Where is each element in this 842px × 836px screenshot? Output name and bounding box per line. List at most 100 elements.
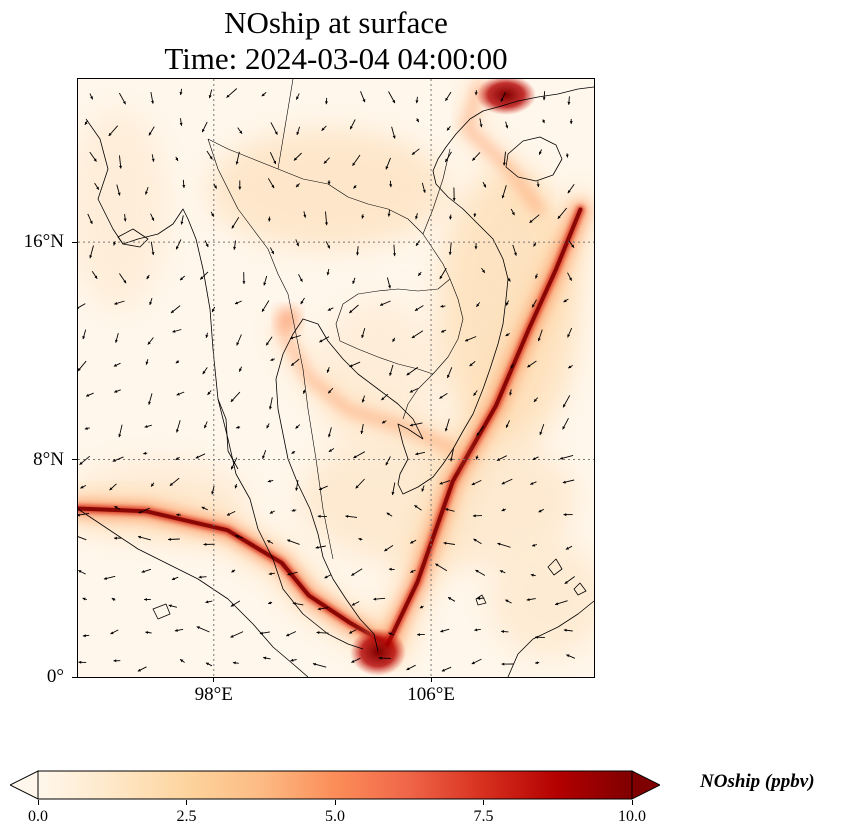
wind-arrow-336 (471, 658, 482, 665)
wind-arrow-64 (482, 181, 487, 188)
wind-arrow-115 (481, 267, 486, 274)
wind-arrow-300 (419, 605, 424, 609)
lon-tick-1 (430, 677, 432, 682)
wind-arrow-317 (417, 633, 425, 637)
wind-arrow-123 (211, 306, 216, 313)
wind-arrow-112 (386, 277, 391, 289)
wind-arrow-304 (526, 598, 536, 602)
wind-arrow-23 (270, 122, 278, 135)
wind-arrow-48 (502, 151, 506, 166)
wind-arrow-74 (267, 216, 271, 222)
wind-arrow-14 (500, 91, 506, 102)
wind-arrow-59 (327, 180, 331, 185)
wind-arrow-325 (137, 666, 147, 672)
wind-arrow-120 (114, 300, 125, 305)
wind-arrow-95 (393, 244, 396, 257)
wind-arrow-227 (267, 479, 274, 483)
wind-arrow-91 (269, 247, 275, 255)
wind-arrow-275 (171, 576, 179, 581)
wind-arrow-302 (477, 596, 485, 600)
wind-arrow-104 (146, 274, 150, 280)
colorbar-extend-high (631, 770, 660, 800)
wind-arrow-239 (114, 505, 121, 510)
wind-arrow-310 (196, 626, 210, 633)
wind-arrow-214 (385, 456, 391, 466)
wind-arrow-103 (119, 273, 127, 284)
wind-arrow-320 (501, 630, 509, 634)
wind-arrow-259 (203, 542, 215, 546)
colorbar-tick-1 (186, 800, 187, 805)
wind-arrow-303 (505, 599, 512, 604)
wind-arrow-192 (236, 425, 241, 429)
colorbar (10, 770, 660, 800)
wind-arrow-199 (444, 418, 450, 432)
wind-arrow-146 (392, 337, 396, 343)
wind-arrow-87 (150, 241, 155, 256)
wind-arrow-60 (353, 185, 357, 189)
wind-arrow-210 (262, 450, 267, 459)
wind-arrow-121 (149, 297, 153, 306)
wind-arrow-202 (539, 423, 545, 436)
wind-arrow-198 (409, 422, 423, 427)
wind-arrow-293 (205, 600, 213, 604)
wind-arrow-105 (179, 275, 185, 281)
wind-arrow-330 (290, 658, 297, 662)
wind-arrow-116 (507, 277, 511, 282)
wind-arrow-21 (201, 121, 208, 133)
wind-arrow-316 (388, 632, 395, 636)
wind-arrow-265 (384, 545, 394, 552)
wind-arrow-188 (118, 424, 123, 438)
wind-arrow-189 (144, 424, 152, 428)
wind-arrow-139 (172, 329, 182, 333)
lat-label-0: 0° (46, 666, 64, 687)
wind-arrow-53 (145, 186, 149, 195)
wind-arrow-298 (351, 601, 360, 606)
wind-arrow-154 (113, 362, 121, 367)
wind-arrow-253 (538, 508, 545, 513)
wind-arrow-136 (82, 329, 87, 340)
wind-arrow-54 (182, 179, 186, 188)
wind-arrow-127 (327, 307, 334, 311)
wind-arrow-232 (421, 485, 425, 492)
wind-arrow-84 (557, 207, 568, 220)
colorbar-tick-4 (631, 800, 633, 805)
wind-arrow-231 (391, 482, 396, 496)
gridlines (78, 79, 594, 677)
colorbar-tick-2 (334, 800, 336, 805)
wind-arrow-281 (351, 568, 363, 576)
wind-arrow-61 (389, 180, 393, 188)
wind-arrow-282 (388, 567, 395, 571)
wind-arrow-233 (439, 480, 451, 485)
wind-arrow-106 (199, 271, 209, 280)
wind-arrow-242 (201, 506, 208, 511)
wind-arrow-111 (352, 277, 356, 285)
wind-arrow-216 (449, 448, 454, 462)
wind-arrow-93 (325, 241, 331, 249)
wind-arrow-4 (208, 89, 213, 99)
wind-arrow-262 (287, 539, 300, 545)
wind-arrow-17 (84, 120, 88, 126)
wind-arrow-75 (303, 211, 307, 218)
wind-arrow-276 (198, 575, 207, 579)
wind-arrow-323 (78, 660, 87, 664)
wind-arrow-20 (179, 118, 183, 126)
wind-arrow-222 (109, 483, 117, 491)
wind-arrow-237 (562, 479, 575, 484)
wind-arrow-204 (79, 455, 91, 466)
wind-arrow-205 (112, 456, 124, 462)
wind-arrow-109 (298, 274, 303, 283)
wind-arrow-38 (206, 150, 213, 160)
wind-arrow-328 (232, 661, 239, 665)
wind-arrow-269 (497, 542, 511, 548)
wind-arrow-299 (373, 597, 386, 601)
wind-arrow-49 (538, 149, 543, 155)
wind-arrow-312 (259, 631, 270, 635)
wind-arrow-56 (238, 180, 242, 190)
wind-arrow-190 (176, 420, 181, 433)
wind-arrow-108 (263, 275, 268, 286)
wind-arrow-13 (474, 90, 478, 96)
wind-arrow-334 (406, 664, 416, 671)
wind-arrow-318 (440, 628, 450, 633)
wind-arrow-152 (567, 327, 573, 338)
wind-arrow-135 (563, 298, 569, 303)
